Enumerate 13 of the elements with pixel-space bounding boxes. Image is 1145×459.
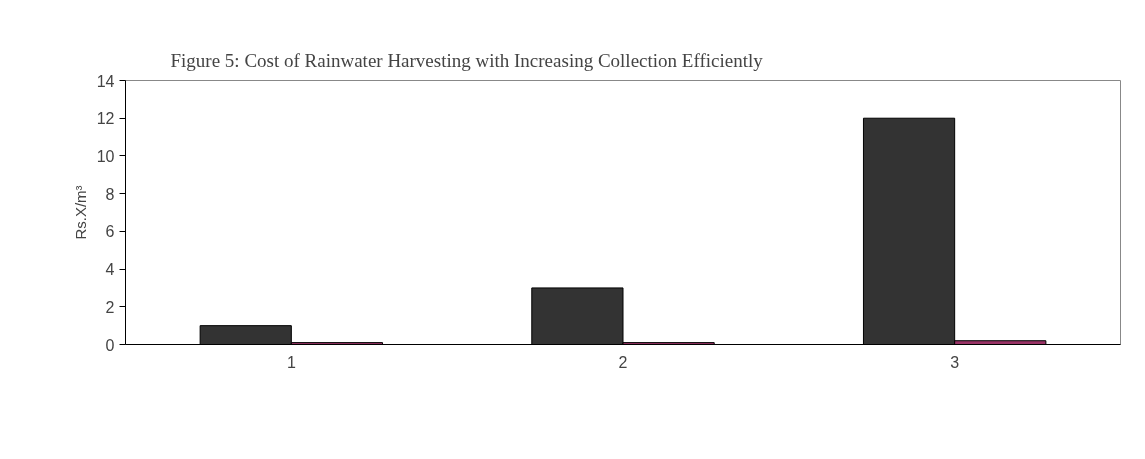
x-tick-label: 3 <box>950 353 960 371</box>
y-tick-label: 12 <box>96 110 115 128</box>
y-tick-label: 0 <box>105 336 115 354</box>
y-tick-label: 8 <box>105 185 115 203</box>
y-tick-label: 10 <box>96 147 115 165</box>
chart-title: Figure 5: Cost of Rainwater Harvesting with Increasing Collection Efficiently <box>170 49 764 71</box>
x-tick-label: 1 <box>286 353 296 371</box>
x-tick-label: 2 <box>618 353 628 371</box>
y-tick-label: 14 <box>96 72 115 90</box>
y-axis-title: Rs.X/m³ <box>71 185 89 240</box>
y-tick-label: 4 <box>105 261 115 279</box>
y-tick-label: 6 <box>105 223 115 241</box>
y-tick-label: 2 <box>105 298 115 316</box>
